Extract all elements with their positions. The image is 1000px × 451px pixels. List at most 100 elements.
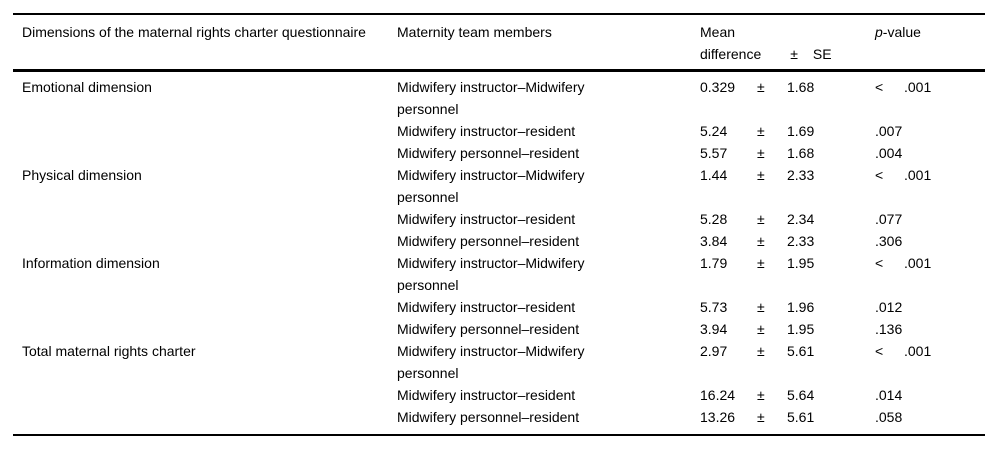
header-plus-minus-sign: ± <box>790 46 798 62</box>
se-value: 5.64 <box>787 387 815 403</box>
p-value-cell: .012 <box>875 296 985 318</box>
se-value: 2.33 <box>787 233 815 249</box>
plus-minus-sign: ± <box>757 255 765 271</box>
header-p-value: p-value <box>875 21 985 43</box>
table-row: Midwifery personnel–resident 3.94 ±1.95 .… <box>13 318 985 340</box>
plus-minus-sign: ± <box>757 409 765 425</box>
table-row: Midwifery instructor–resident 5.73 ±1.96 … <box>13 296 985 318</box>
plus-minus-sign: ± <box>757 233 765 249</box>
mean-difference-se-cell: 2.97 ±5.61 <box>700 340 875 362</box>
header-dimensions: Dimensions of the maternal rights charte… <box>22 24 366 40</box>
p-value: .001 <box>904 79 932 95</box>
p-value: .001 <box>904 343 932 359</box>
team-members-cell: Midwifery instructor–resident <box>397 123 576 139</box>
mean-difference-se-cell: 5.28 ±2.34 <box>700 208 875 230</box>
mean-difference-se-cell: 3.84 ±2.33 <box>700 230 875 252</box>
mean-difference-value: 5.57 <box>700 145 728 161</box>
table-row: Midwifery personnel–resident 5.57 ±1.68 .… <box>13 142 985 164</box>
mean-difference-value: 3.84 <box>700 233 728 249</box>
table-row: Midwifery personnel–resident 3.84 ±2.33 .… <box>13 230 985 252</box>
table-row: Midwifery instructor–resident 16.24 ±5.64… <box>13 384 985 406</box>
team-members-cell: Midwifery personnel–resident <box>397 233 580 249</box>
p-value: .058 <box>875 409 903 425</box>
mean-difference-se-cell: 5.57 ±1.68 <box>700 142 875 164</box>
se-value: 1.69 <box>787 123 815 139</box>
dimension-cell: Information dimension <box>22 255 160 271</box>
table-row: Midwifery instructor–resident 5.28 ±2.34 … <box>13 208 985 230</box>
p-value-cell: < .001 <box>875 76 985 98</box>
p-value: .077 <box>875 211 903 227</box>
statistics-table: Dimensions of the maternal rights charte… <box>13 13 985 436</box>
se-value: 1.68 <box>787 79 815 95</box>
plus-minus-sign: ± <box>757 211 765 227</box>
p-value-cell: .136 <box>875 318 985 340</box>
mean-difference-value: 1.79 <box>700 255 728 271</box>
mean-difference-value: 5.73 <box>700 299 728 315</box>
header-se-label: SE <box>812 46 832 62</box>
table-row: Emotional dimension Midwifery instructor… <box>13 76 985 120</box>
less-than-sign: < <box>875 167 884 183</box>
table-row: Total maternal rights charter Midwifery … <box>13 340 985 384</box>
plus-minus-sign: ± <box>757 145 765 161</box>
dimension-cell: Total maternal rights charter <box>22 343 196 359</box>
table-row: Midwifery personnel–resident 13.26 ±5.61 … <box>13 406 985 428</box>
se-value: 1.95 <box>787 321 815 337</box>
plus-minus-sign: ± <box>757 299 765 315</box>
p-value: .306 <box>875 233 903 249</box>
se-value: 2.34 <box>787 211 815 227</box>
p-value: .012 <box>875 299 903 315</box>
header-team-members: Maternity team members <box>397 24 552 40</box>
p-value-cell: .007 <box>875 120 985 142</box>
plus-minus-sign: ± <box>757 167 765 183</box>
p-value-cell: < .001 <box>875 164 985 186</box>
table-row: Physical dimension Midwifery instructor–… <box>13 164 985 208</box>
dimension-cell: Emotional dimension <box>22 79 152 95</box>
plus-minus-sign: ± <box>757 123 765 139</box>
se-value: 5.61 <box>787 343 815 359</box>
p-value-cell: < .001 <box>875 340 985 362</box>
header-p-italic: p <box>875 24 883 40</box>
mean-difference-se-cell: 5.73 ±1.96 <box>700 296 875 318</box>
mean-difference-se-cell: 1.79 ±1.95 <box>700 252 875 274</box>
se-value: 5.61 <box>787 409 815 425</box>
team-members-cell: Midwifery instructor–Midwifery personnel <box>397 255 585 293</box>
table-row: Information dimension Midwifery instruct… <box>13 252 985 296</box>
team-members-cell: Midwifery instructor–Midwifery personnel <box>397 79 585 117</box>
mean-difference-se-cell: 1.44 ±2.33 <box>700 164 875 186</box>
p-value: .136 <box>875 321 903 337</box>
p-value: .007 <box>875 123 903 139</box>
mean-difference-value: 3.94 <box>700 321 728 337</box>
mean-difference-se-cell: 13.26 ±5.61 <box>700 406 875 428</box>
se-value: 1.95 <box>787 255 815 271</box>
plus-minus-sign: ± <box>757 79 765 95</box>
team-members-cell: Midwifery instructor–resident <box>397 211 576 227</box>
p-value: .001 <box>904 255 932 271</box>
less-than-sign: < <box>875 255 884 271</box>
table-row: Midwifery instructor–resident 5.24 ±1.69 … <box>13 120 985 142</box>
mean-difference-se-cell: 0.329 ±1.68 <box>700 76 875 98</box>
team-members-cell: Midwifery personnel–resident <box>397 409 580 425</box>
p-value: .004 <box>875 145 903 161</box>
team-members-cell: Midwifery instructor–resident <box>397 387 576 403</box>
plus-minus-sign: ± <box>757 321 765 337</box>
plus-minus-sign: ± <box>757 343 765 359</box>
se-value: 1.96 <box>787 299 815 315</box>
header-mean-line1: Mean <box>700 24 736 40</box>
header-p-value-rest: -value <box>882 24 921 40</box>
p-value: .014 <box>875 387 903 403</box>
team-members-cell: Midwifery instructor–resident <box>397 299 576 315</box>
p-value-cell: .014 <box>875 384 985 406</box>
header-mean-difference-se: Mean difference ± SE <box>700 21 875 65</box>
se-value: 1.68 <box>787 145 815 161</box>
p-value-cell: .306 <box>875 230 985 252</box>
mean-difference-value: 5.28 <box>700 211 728 227</box>
plus-minus-sign: ± <box>757 387 765 403</box>
mean-difference-value: 16.24 <box>700 387 736 403</box>
less-than-sign: < <box>875 79 884 95</box>
mean-difference-value: 0.329 <box>700 79 736 95</box>
mean-difference-value: 1.44 <box>700 167 728 183</box>
team-members-cell: Midwifery instructor–Midwifery personnel <box>397 167 585 205</box>
se-value: 2.33 <box>787 167 815 183</box>
table-header-row: Dimensions of the maternal rights charte… <box>13 15 985 72</box>
p-value: .001 <box>904 167 932 183</box>
